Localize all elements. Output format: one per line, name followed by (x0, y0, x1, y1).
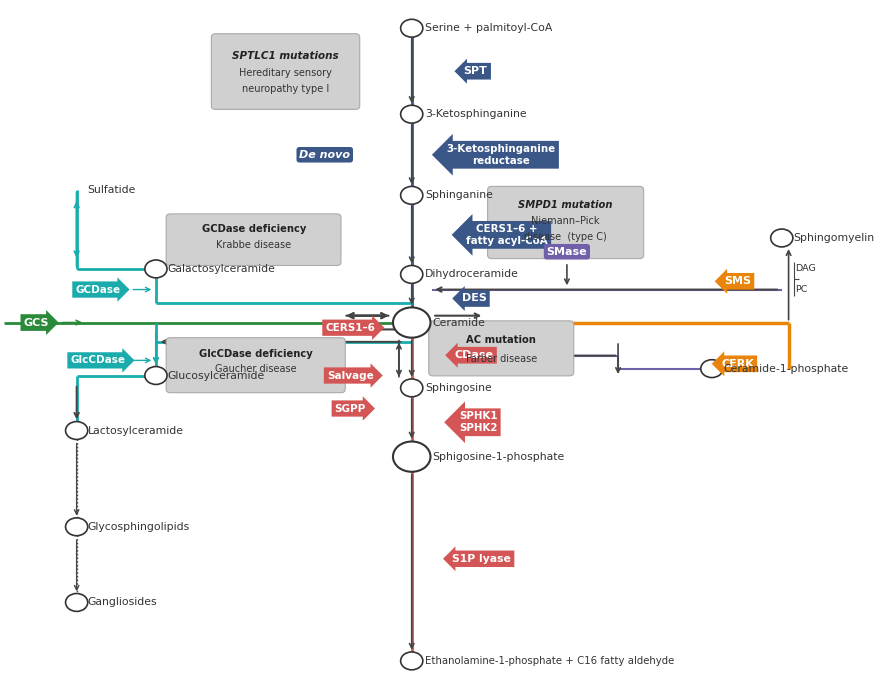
Circle shape (393, 308, 430, 338)
Text: DAG: DAG (796, 264, 816, 274)
Text: CERS1–6 +
fatty acyl-CoA: CERS1–6 + fatty acyl-CoA (466, 224, 548, 246)
FancyBboxPatch shape (166, 338, 345, 393)
Circle shape (401, 265, 423, 283)
Text: Gangliosides: Gangliosides (87, 597, 158, 608)
Text: GCS: GCS (24, 317, 49, 328)
Text: SPTLC1 mutations: SPTLC1 mutations (233, 51, 339, 61)
Circle shape (401, 187, 423, 205)
FancyBboxPatch shape (487, 187, 643, 259)
Text: Sphigosine-1-phosphate: Sphigosine-1-phosphate (432, 452, 564, 461)
Text: Hereditary sensory: Hereditary sensory (239, 68, 332, 78)
Text: SMS: SMS (724, 276, 751, 286)
Circle shape (401, 19, 423, 37)
Text: Sphinganine: Sphinganine (425, 190, 494, 200)
Text: Niemann–Pick: Niemann–Pick (531, 216, 600, 226)
Text: Lactosylceramide: Lactosylceramide (87, 425, 184, 436)
Text: S1P lyase: S1P lyase (453, 554, 511, 564)
Circle shape (145, 260, 167, 278)
Circle shape (66, 518, 87, 536)
Text: Dihydroceramide: Dihydroceramide (425, 269, 519, 279)
Text: Ceramide: Ceramide (432, 317, 485, 328)
Text: GlcCDase deficiency: GlcCDase deficiency (199, 349, 313, 358)
Text: Sulfatide: Sulfatide (87, 185, 135, 195)
Text: CERK: CERK (721, 359, 754, 369)
Text: 3-Ketosphinganine
reductase: 3-Ketosphinganine reductase (446, 144, 556, 166)
Text: Salvage: Salvage (327, 370, 373, 381)
Text: Glucosylceramide: Glucosylceramide (168, 370, 266, 381)
Text: GlcCDase: GlcCDase (70, 356, 126, 365)
Circle shape (145, 367, 167, 384)
Text: GCDase deficiency: GCDase deficiency (201, 224, 307, 234)
Circle shape (401, 105, 423, 123)
Text: Gaucher disease: Gaucher disease (215, 364, 297, 374)
FancyBboxPatch shape (429, 321, 574, 376)
Text: neuropathy type I: neuropathy type I (242, 84, 329, 94)
Text: SMPD1 mutation: SMPD1 mutation (518, 200, 612, 210)
Text: AC mutation: AC mutation (466, 335, 536, 345)
Text: 3-Ketosphinganine: 3-Ketosphinganine (425, 109, 527, 119)
FancyBboxPatch shape (211, 33, 360, 109)
Text: Krabbe disease: Krabbe disease (217, 240, 291, 250)
Text: Serine + palmitoyl-CoA: Serine + palmitoyl-CoA (425, 23, 552, 33)
Text: disease  (type C): disease (type C) (524, 232, 607, 242)
Text: SPHK1
SPHK2: SPHK1 SPHK2 (459, 411, 497, 433)
Circle shape (66, 422, 87, 439)
Text: Ethanolamine-1-phosphate + C16 fatty aldehyde: Ethanolamine-1-phosphate + C16 fatty ald… (425, 656, 674, 666)
Text: Galactosylceramide: Galactosylceramide (168, 264, 275, 274)
Text: SGPP: SGPP (335, 404, 366, 413)
Circle shape (393, 441, 430, 472)
Text: PC: PC (796, 285, 808, 294)
Text: CERS1–6: CERS1–6 (325, 323, 375, 333)
Text: De novo: De novo (299, 150, 350, 160)
Circle shape (401, 652, 423, 670)
Text: Farber disease: Farber disease (466, 354, 537, 363)
Circle shape (701, 360, 723, 377)
Text: Ceramide-1-phosphate: Ceramide-1-phosphate (723, 363, 849, 374)
Text: DES: DES (462, 294, 486, 303)
Circle shape (401, 379, 423, 397)
Text: SPT: SPT (463, 66, 487, 77)
Text: Sphingomyelin: Sphingomyelin (794, 233, 875, 243)
Circle shape (66, 594, 87, 611)
Text: Glycosphingolipids: Glycosphingolipids (87, 522, 190, 532)
Text: SMase: SMase (546, 246, 587, 257)
FancyBboxPatch shape (166, 214, 341, 265)
Text: GCDase: GCDase (76, 285, 120, 294)
Text: CDase: CDase (454, 350, 494, 361)
Text: Sphingosine: Sphingosine (425, 383, 492, 393)
Circle shape (771, 229, 793, 247)
